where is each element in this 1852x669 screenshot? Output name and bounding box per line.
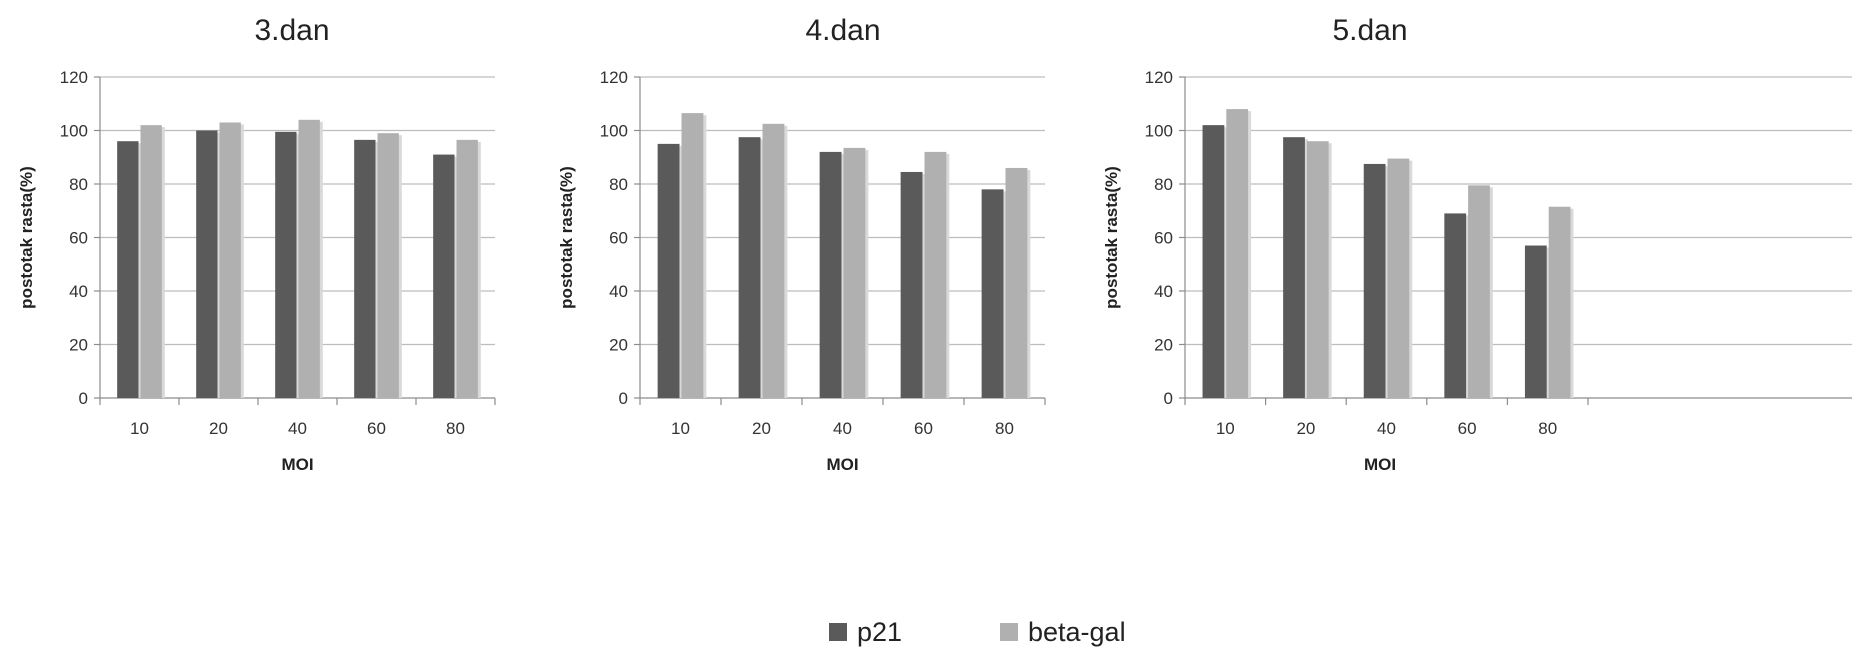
y-axis-label: postotak rasta(%): [557, 166, 576, 309]
y-tick-label: 40: [69, 282, 88, 301]
chart-title: 4.dan: [805, 14, 880, 47]
bar-p21-80: [1524, 245, 1547, 398]
x-tick-label: 10: [1216, 419, 1235, 438]
y-axis-label: postotak rasta(%): [17, 166, 36, 309]
x-tick-label: 20: [209, 419, 228, 438]
bar-beta-gal-10: [681, 113, 704, 399]
x-axis-label: MOI: [826, 455, 858, 474]
bar-p21-80: [981, 189, 1004, 398]
legend-swatch-p21: [829, 623, 847, 641]
x-tick-label: 20: [1296, 419, 1315, 438]
bar-beta-gal-60: [924, 151, 947, 398]
x-tick-label: 80: [446, 419, 465, 438]
x-tick-label: 10: [671, 419, 690, 438]
x-tick-label: 40: [833, 419, 852, 438]
chart-panel-2: 4.dan 0 20 40 60 80 100 120 10 20 40 60 80 MOI postota…: [557, 14, 1046, 474]
x-tick-label: 20: [752, 419, 771, 438]
bar-p21-60: [900, 171, 923, 398]
x-tick-label: 60: [914, 419, 933, 438]
bar-beta-gal-80: [1548, 206, 1571, 398]
bar-beta-gal-60: [377, 133, 399, 399]
x-tick-label: 60: [1458, 419, 1477, 438]
y-axis-label: postotak rasta(%): [1102, 166, 1121, 309]
x-axis-label: MOI: [281, 455, 313, 474]
bar-beta-gal-20: [219, 122, 241, 398]
y-tick-label: 100: [1145, 122, 1173, 141]
y-tick-label: 20: [1154, 336, 1173, 355]
y-tick-label: 120: [1145, 68, 1173, 87]
y-tick-label: 0: [1164, 389, 1173, 408]
y-tick-label: 40: [1154, 282, 1173, 301]
chart-panel-3: 5.dan 0 20 40 60 80 100 120 10 20 40 60 80 MOI postota…: [1102, 14, 1852, 474]
y-tick-label: 0: [79, 389, 88, 408]
chart-title: 5.dan: [1332, 14, 1407, 47]
bar-beta-gal-20: [1306, 141, 1329, 398]
bar-beta-gal-80: [456, 139, 478, 399]
bar-beta-gal-40: [843, 147, 866, 398]
y-tick-label: 120: [600, 68, 628, 87]
y-tick-label: 0: [619, 389, 628, 408]
bar-p21-60: [354, 139, 376, 399]
bar-p21-40: [819, 151, 842, 398]
legend-label-beta-gal: beta-gal: [1028, 617, 1126, 647]
bar-beta-gal-60: [1468, 185, 1490, 398]
bar-p21-10: [117, 141, 139, 398]
chart-panel-1: 3.dan 0 20 40 60 80 100 120 10 20 40 60 80 MOI postota…: [17, 14, 496, 474]
bar-beta-gal-10: [1226, 109, 1249, 398]
bar-beta-gal-40: [298, 119, 320, 399]
y-tick-label: 20: [609, 336, 628, 355]
y-tick-label: 80: [69, 175, 88, 194]
y-tick-label: 80: [1154, 175, 1173, 194]
x-axis-label: MOI: [1364, 455, 1396, 474]
bar-p21-20: [196, 130, 218, 398]
y-tick-label: 40: [609, 282, 628, 301]
bar-p21-10: [657, 143, 680, 398]
y-tick-label: 60: [1154, 229, 1173, 248]
x-tick-label: 80: [1538, 419, 1557, 438]
y-tick-label: 80: [609, 175, 628, 194]
legend-swatch-beta-gal: [1000, 623, 1018, 641]
y-tick-label: 60: [69, 229, 88, 248]
bar-p21-20: [738, 137, 761, 398]
y-tick-label: 120: [60, 68, 88, 87]
chart-title: 3.dan: [254, 14, 329, 47]
x-tick-label: 10: [130, 419, 149, 438]
y-tick-label: 100: [600, 122, 628, 141]
bar-beta-gal-20: [762, 123, 785, 398]
bar-beta-gal-40: [1387, 158, 1410, 398]
legend: p21 beta-gal: [829, 617, 1126, 647]
bar-p21-10: [1202, 125, 1225, 399]
legend-label-p21: p21: [857, 617, 902, 647]
y-tick-label: 60: [609, 229, 628, 248]
bar-beta-gal-10: [140, 125, 162, 399]
x-tick-label: 40: [1377, 419, 1396, 438]
x-tick-label: 80: [995, 419, 1014, 438]
y-tick-label: 100: [60, 122, 88, 141]
x-tick-label: 40: [288, 419, 307, 438]
y-tick-label: 20: [69, 336, 88, 355]
bar-p21-40: [1363, 163, 1386, 398]
bar-p21-40: [275, 131, 297, 398]
bar-beta-gal-80: [1005, 167, 1028, 398]
bar-p21-80: [433, 154, 455, 398]
bar-p21-20: [1283, 137, 1305, 398]
x-tick-label: 60: [367, 419, 386, 438]
bar-p21-60: [1444, 213, 1467, 398]
